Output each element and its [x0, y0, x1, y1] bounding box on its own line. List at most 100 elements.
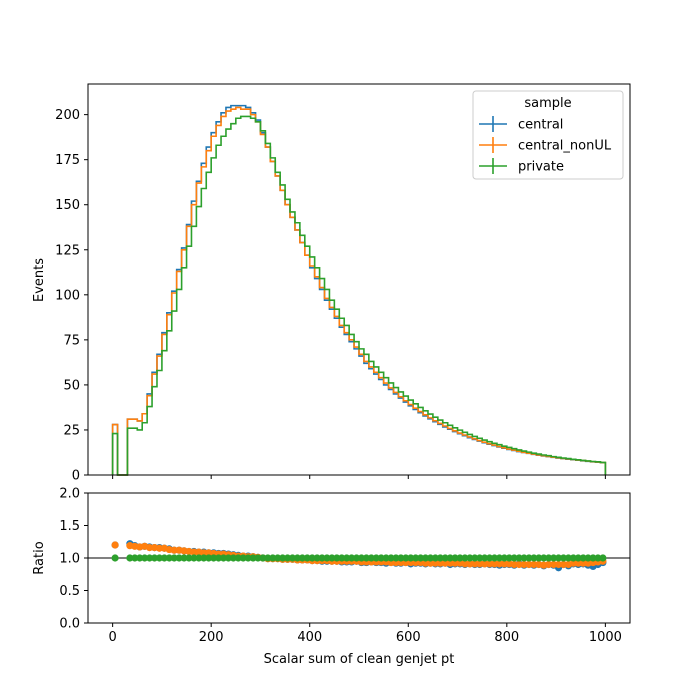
ratio-point [451, 559, 459, 567]
ratio-point [190, 548, 198, 556]
ratio-y-ticks: 0.0 0.5 1.0 1.5 2.0 [59, 487, 88, 632]
ratio-point [589, 554, 597, 562]
ratio-point [579, 559, 587, 567]
ratio-point [249, 554, 257, 562]
ratio-point [200, 549, 208, 557]
ratio-y-axis-label: Ratio [32, 541, 47, 574]
ratio-point [185, 554, 193, 562]
ratio-point [298, 554, 306, 562]
ratio-point [545, 560, 553, 569]
ratio-point [145, 554, 154, 562]
ratio-point [466, 554, 474, 562]
ratio-point [559, 554, 568, 562]
ratio-y-tick-label: 1.5 [59, 519, 80, 534]
ratio-point [155, 544, 164, 552]
main-y-tick-label: 75 [63, 333, 80, 348]
ratio-point [205, 554, 213, 562]
ratio-point [574, 554, 582, 562]
ratio-point [269, 554, 277, 562]
ratio-point [466, 560, 474, 568]
series-line-private [111, 115, 607, 476]
ratio-point [264, 554, 272, 562]
main-y-tick-label: 175 [55, 153, 80, 168]
ratio-point [210, 554, 218, 562]
main-panel: 0 25 50 75 100 125 150 175 200 Events sample cen… [32, 83, 631, 484]
ratio-point [190, 554, 198, 562]
ratio-point [456, 554, 464, 562]
legend-entry-central_nonUL: central_nonUL [479, 137, 612, 154]
ratio-point [214, 554, 223, 562]
ratio-point [165, 554, 173, 562]
ratio-y-tick-label: 0.0 [59, 617, 80, 632]
ratio-point [485, 554, 494, 562]
ratio-point [500, 560, 508, 568]
legend-box [472, 90, 624, 180]
ratio-point [180, 554, 188, 562]
ratio-point [520, 560, 528, 569]
ratio-point [515, 560, 523, 569]
ratio-point [200, 554, 208, 562]
ratio-point [412, 554, 420, 562]
ratio-point [569, 554, 577, 562]
legend-entry-central: central [479, 116, 563, 133]
ratio-point [461, 560, 469, 568]
ratio-point [441, 554, 449, 562]
ratio-panel: 0 200 400 600 800 1000 0.00.51.01.52.0 Ratio … [32, 487, 631, 667]
main-y-tick-label: 100 [55, 288, 80, 303]
ratio-point [540, 554, 548, 562]
ratio-point [343, 554, 351, 562]
ratio-point [431, 554, 439, 562]
ratio-point [283, 554, 292, 562]
ratio-point [550, 554, 558, 562]
main-y-tick-label: 50 [63, 378, 80, 393]
legend-label: private [518, 160, 564, 175]
ratio-point [397, 554, 405, 562]
ratio-x-tick-label: 600 [396, 630, 421, 645]
ratio-y-tick-label: 1.0 [59, 552, 80, 567]
ratio-point [569, 559, 577, 567]
main-y-tick-label: 0 [72, 469, 80, 484]
main-y-ticks: 0 25 50 75 100 125 150 175 200 [55, 108, 88, 484]
ratio-x-tick-label: 800 [494, 630, 519, 645]
ratio-point [362, 554, 370, 562]
ratio-point [510, 554, 518, 562]
ratio-point [131, 554, 139, 562]
legend-label: central [518, 118, 563, 133]
ratio-point [525, 560, 533, 569]
ratio-point [416, 554, 425, 562]
ratio-point [308, 554, 316, 562]
ratio-point [323, 554, 331, 562]
ratio-point [274, 554, 282, 562]
ratio-point [377, 554, 385, 562]
ratio-point [367, 554, 375, 562]
ratio-point [338, 554, 346, 562]
main-series-group [111, 104, 607, 476]
ratio-point [584, 554, 592, 562]
main-y-tick-label: 25 [63, 423, 80, 438]
ratio-point [510, 560, 518, 569]
ratio-point [382, 554, 390, 562]
ratio-y-tick-label: 2.0 [59, 487, 80, 502]
ratio-point [426, 554, 435, 562]
main-y-axis-label: Events [32, 258, 47, 302]
x-axis-label: Scalar sum of clean genjet pt [264, 652, 455, 667]
ratio-point [170, 554, 178, 562]
ratio-point [545, 554, 553, 562]
ratio-point [490, 560, 499, 568]
ratio-point [550, 560, 558, 569]
ratio-point [446, 559, 454, 567]
main-y-tick-label: 200 [55, 108, 80, 123]
ratio-point [150, 554, 159, 562]
ratio-point [436, 554, 444, 562]
ratio-point [372, 554, 380, 562]
ratio-x-tick-label: 1000 [589, 630, 622, 645]
ratio-point [259, 554, 267, 562]
ratio-x-ticks: 0 200 400 600 800 1000 [108, 623, 622, 645]
ratio-point [328, 554, 336, 562]
ratio-point [352, 554, 361, 562]
ratio-point [234, 554, 242, 562]
ratio-point [333, 554, 341, 562]
ratio-point [155, 554, 164, 562]
